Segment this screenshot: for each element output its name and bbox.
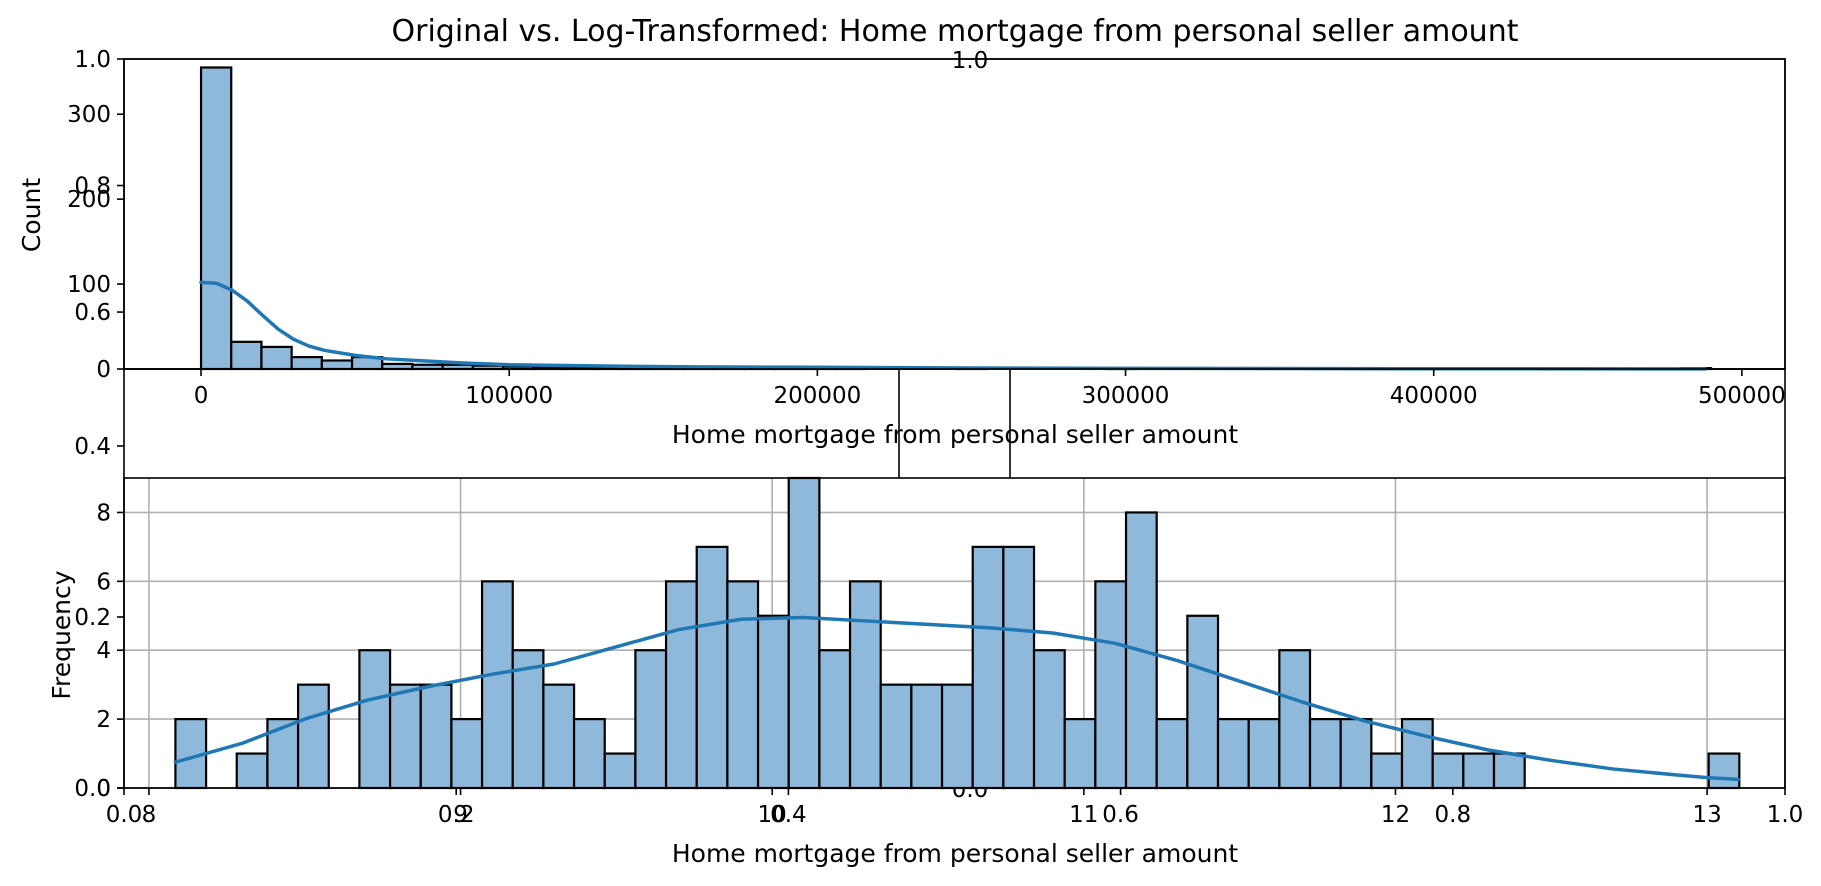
log-bar: [603, 752, 637, 790]
original-x-tick-label: 0: [194, 383, 209, 409]
log-bar: [1186, 614, 1220, 790]
log-bar: [1431, 752, 1465, 790]
log-y-tick-label: 8: [96, 500, 111, 526]
original-y-tick-label: 100: [67, 272, 111, 298]
log-bar: [388, 683, 422, 790]
log-bar: [450, 718, 484, 790]
log-bar: [480, 580, 514, 790]
chart-title: Original vs. Log-Transformed: Home mortg…: [392, 14, 1519, 49]
log-bar: [1063, 718, 1097, 790]
log-bar: [971, 545, 1005, 790]
overlay-bottom-x-tick-label: 0.2: [438, 802, 475, 828]
log-bar: [756, 614, 790, 790]
log-bar: [1339, 718, 1373, 790]
original-bar: [199, 66, 233, 371]
log-bar: [1400, 718, 1434, 790]
overlay-bottom-x-tick-label: 0.8: [1435, 802, 1472, 828]
log-bar: [296, 683, 330, 790]
original-bar: [290, 356, 323, 371]
original-x-tick-label: 200000: [773, 383, 861, 409]
original-bar: [320, 359, 354, 371]
original-x-tick-label: 500000: [1698, 383, 1786, 409]
log-x-tick-label: 9: [453, 802, 468, 828]
original-x-tick-label: 400000: [1390, 383, 1478, 409]
log-frame: [123, 477, 1786, 789]
original-frame: [123, 58, 1786, 370]
log-bar: [1094, 580, 1128, 790]
log-bar: [634, 649, 668, 790]
log-y-tick-label: 6: [96, 569, 111, 595]
top-x-axis-label: Home mortgage from personal seller amoun…: [672, 420, 1238, 449]
log-y-tick-label: 4: [96, 638, 111, 664]
log-bar: [818, 649, 852, 790]
log-bar: [358, 649, 392, 790]
log-bar: [1707, 752, 1741, 790]
log-bar: [1370, 752, 1404, 790]
log-bar: [879, 683, 913, 790]
log-bar: [1216, 718, 1250, 790]
log-bar: [1278, 649, 1312, 790]
log-bar: [1002, 545, 1036, 790]
original-x-tick-label: 300000: [1082, 383, 1170, 409]
log-bar: [787, 476, 821, 790]
original-y-tick-label: 0: [96, 357, 111, 383]
original-y-tick-label: 300: [67, 102, 111, 128]
overlay-bottom-x-tick-label: 0.4: [770, 802, 807, 828]
log-bar: [664, 580, 698, 790]
log-x-tick-label: 13: [1692, 802, 1721, 828]
log-bar: [1308, 718, 1342, 790]
overlay-bottom-x-tick-label: 0.0: [106, 802, 143, 828]
log-bar: [1032, 649, 1066, 790]
overlay-bottom-y-tick-label: 0.2: [74, 605, 111, 631]
log-kde-line: [173, 615, 1741, 782]
log-bar: [235, 752, 269, 790]
log-bar: [940, 683, 974, 790]
log-bar: [1462, 752, 1496, 790]
log-x-tick-label: 8: [142, 802, 157, 828]
log-y-tick-label: 0: [96, 776, 111, 802]
top-y-axis-label: Count: [17, 178, 46, 252]
overlay-top-y-tick-label: 1.0: [952, 48, 989, 74]
original-bar: [260, 345, 293, 371]
original-x-tick-label: 100000: [465, 383, 553, 409]
bottom-y-axis-label: Frequency: [47, 570, 76, 699]
overlay-top-frame: [123, 58, 1786, 370]
original-y-tick-label: 200: [67, 187, 111, 213]
overlay-bottom-x-tick-label: 0.6: [1102, 802, 1139, 828]
log-bar: [726, 580, 760, 790]
overlay-bottom-x-tick-label: 1.0: [1767, 802, 1804, 828]
log-x-tick-label: 11: [1069, 802, 1098, 828]
overlay-top-y-tick-label: 1.0: [74, 47, 111, 73]
log-bar: [848, 580, 882, 790]
log-bar: [419, 683, 453, 790]
original-histogram-axes: 0 100000 200000 300000 400000 500000 0 100 200 30…: [67, 58, 1786, 409]
log-bar: [910, 683, 944, 790]
overlay-bottom-y-tick-label: 0.0: [74, 776, 111, 802]
log-bar: [542, 683, 576, 790]
log-bar: [572, 718, 606, 790]
log-bar: [1492, 752, 1526, 790]
log-y-tick-label: 2: [96, 707, 111, 733]
log-bar: [695, 545, 729, 790]
overlay-top-y-tick-label: 0.6: [74, 300, 111, 326]
original-kde-line: [199, 280, 1707, 371]
log-histogram-axes: 8 9 10 11 12 13 0 2 4 6 8: [96, 476, 1786, 828]
log-bar: [1155, 718, 1189, 790]
overlay-bottom-y-tick-label: 0.4: [74, 434, 111, 460]
original-bar: [230, 340, 263, 371]
bottom-x-axis-label: Home mortgage from personal seller amoun…: [672, 839, 1238, 868]
log-bar: [1247, 718, 1281, 790]
log-x-tick-label: 10: [758, 802, 787, 828]
log-x-tick-label: 12: [1381, 802, 1410, 828]
overlay-top-y-tick-label: 0.8: [74, 174, 111, 200]
